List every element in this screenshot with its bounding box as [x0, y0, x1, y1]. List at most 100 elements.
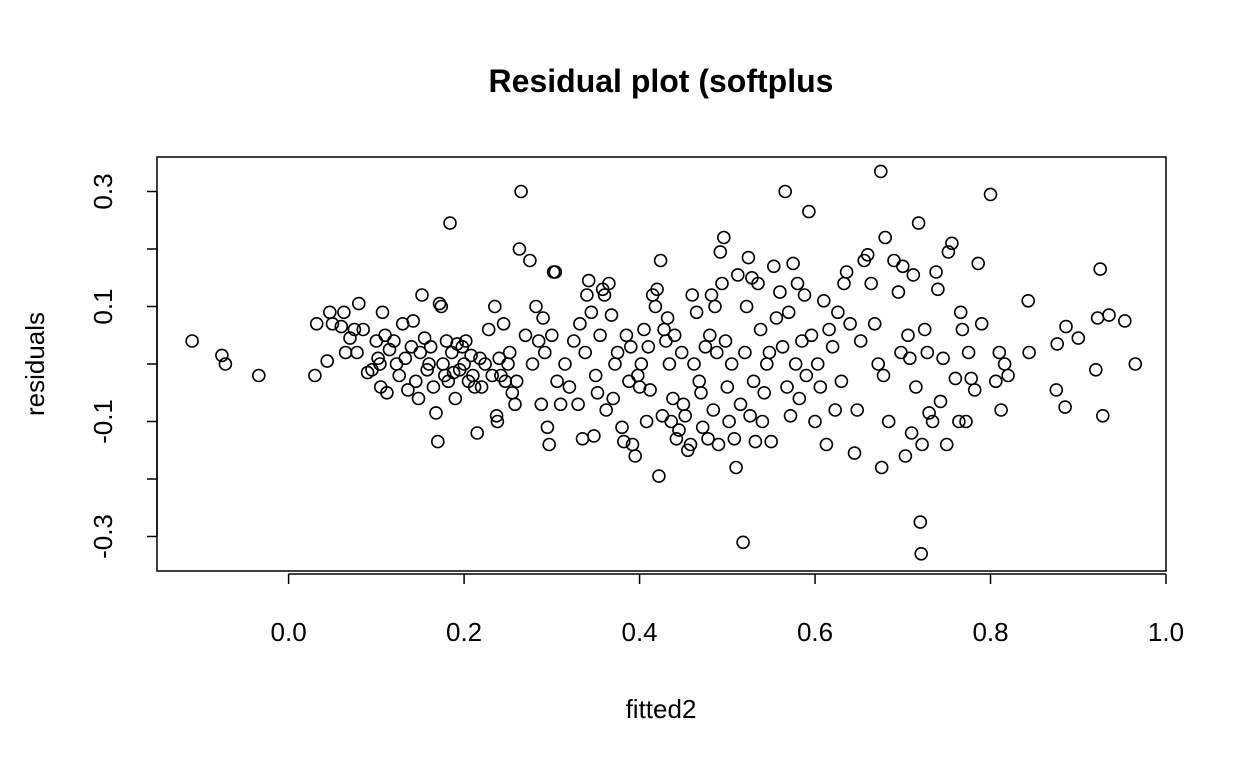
data-point [630, 368, 645, 383]
data-point [666, 391, 680, 406]
data-point [953, 305, 968, 320]
data-point [804, 328, 819, 343]
data-point [508, 397, 522, 412]
data-point [387, 334, 401, 348]
data-point [338, 345, 353, 360]
data-point [652, 469, 666, 483]
data-point [733, 397, 748, 412]
data-point [481, 322, 496, 337]
data-point [467, 380, 482, 394]
data-point [729, 460, 743, 475]
data-point [325, 316, 340, 331]
data-point [660, 311, 675, 325]
data-point [457, 357, 471, 371]
data-point [542, 437, 557, 452]
data-point [674, 345, 689, 360]
data-point [478, 357, 492, 371]
data-point [426, 380, 441, 394]
data-point [489, 408, 504, 423]
data-point [215, 348, 229, 363]
data-point [606, 391, 621, 406]
data-point [584, 305, 599, 320]
data-point [850, 403, 865, 417]
data-point [881, 414, 896, 429]
y-tick-label: 0.1 [88, 288, 118, 324]
data-point [1049, 383, 1064, 397]
data-point [667, 328, 682, 343]
data-point [604, 308, 619, 322]
data-point [939, 437, 954, 452]
data-point [739, 299, 754, 314]
data-point [436, 357, 450, 371]
data-point [936, 351, 950, 366]
data-point [831, 305, 845, 320]
data-point [534, 397, 549, 412]
data-point [802, 204, 816, 219]
data-point [810, 357, 825, 371]
data-point [1001, 368, 1015, 383]
data-point [322, 305, 337, 320]
data-point [553, 397, 568, 412]
data-point [672, 423, 686, 437]
data-point [961, 345, 976, 360]
data-point [759, 357, 774, 371]
data-point [1102, 308, 1116, 322]
data-point [593, 328, 607, 343]
data-point [716, 230, 731, 245]
data-point [689, 305, 704, 320]
data-point [514, 184, 528, 199]
data-point [876, 368, 891, 383]
data-point [350, 345, 364, 360]
data-point [839, 265, 854, 279]
data-point [443, 216, 457, 230]
data-point [783, 408, 798, 423]
data-point [816, 293, 831, 308]
data-point [769, 311, 784, 325]
data-point [837, 276, 851, 291]
data-point [448, 391, 463, 406]
data-point [662, 357, 677, 371]
data-point [706, 403, 721, 417]
data-point [718, 334, 733, 348]
data-point [505, 385, 520, 400]
data-point [988, 374, 1003, 389]
data-point [843, 316, 857, 331]
data-point [781, 305, 796, 320]
data-point [531, 334, 546, 348]
x-tick-label: 0.6 [797, 617, 833, 647]
data-point [464, 348, 478, 363]
x-tick-label: 0.8 [972, 617, 1008, 647]
data-point [378, 328, 392, 343]
data-point [678, 408, 693, 423]
data-point [641, 339, 656, 354]
data-point [913, 515, 928, 529]
data-point [708, 299, 722, 314]
data-point [575, 431, 590, 446]
data-point [834, 374, 849, 389]
data-point [959, 414, 973, 429]
data-point [588, 368, 603, 383]
data-point [337, 305, 351, 320]
data-point [529, 299, 543, 314]
data-point [914, 546, 929, 561]
data-point [1050, 337, 1064, 351]
y-tick-label: 0.3 [88, 173, 118, 209]
data-point [775, 339, 790, 354]
data-point [648, 299, 663, 314]
data-point [587, 429, 601, 443]
x-tick-label: 0.0 [271, 617, 307, 647]
y-axis-label: residuals [20, 312, 50, 416]
data-point [558, 357, 572, 371]
data-point [599, 403, 614, 417]
data-point [566, 334, 581, 348]
data-point [597, 288, 612, 302]
data-point [676, 397, 691, 412]
data-point [1090, 311, 1105, 325]
data-point [650, 282, 664, 297]
data-point [373, 357, 387, 371]
data-point [822, 322, 836, 337]
data-point [536, 311, 550, 325]
data-point [562, 380, 577, 394]
data-point [757, 385, 772, 400]
data-point [738, 345, 752, 360]
